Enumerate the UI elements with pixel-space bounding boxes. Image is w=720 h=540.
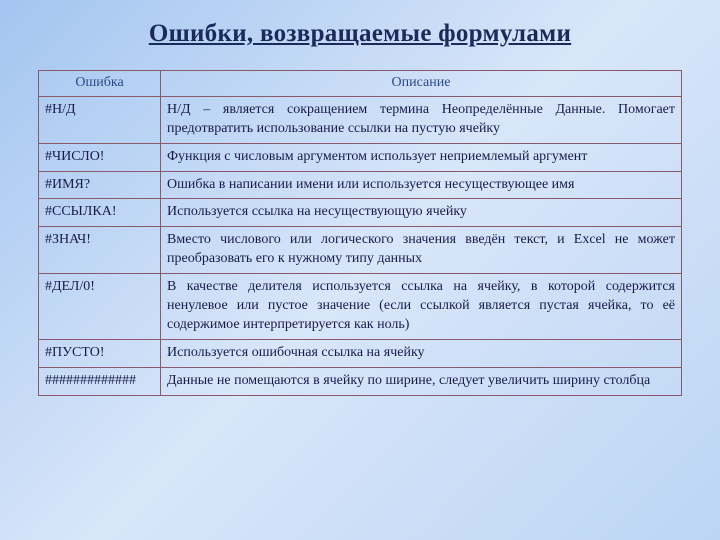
cell-error: #ЗНАЧ! bbox=[39, 227, 161, 274]
table-row: #ИМЯ? Ошибка в написании имени или испол… bbox=[39, 171, 682, 199]
cell-description: Используется ссылка на несуществующую яч… bbox=[161, 199, 682, 227]
cell-description: Функция с числовым аргументом использует… bbox=[161, 143, 682, 171]
cell-error: #ССЫЛКА! bbox=[39, 199, 161, 227]
cell-description: В качестве делителя используется ссылка … bbox=[161, 274, 682, 340]
cell-error: #ПУСТО! bbox=[39, 339, 161, 367]
header-error: Ошибка bbox=[39, 71, 161, 97]
errors-table: Ошибка Описание #Н/Д Н/Д – является сокр… bbox=[38, 70, 682, 396]
cell-description: Используется ошибочная ссылка на ячейку bbox=[161, 339, 682, 367]
table-row: #ЗНАЧ! Вместо числового или логического … bbox=[39, 227, 682, 274]
cell-error: #ИМЯ? bbox=[39, 171, 161, 199]
table-row: #ПУСТО! Используется ошибочная ссылка на… bbox=[39, 339, 682, 367]
table-row: #ССЫЛКА! Используется ссылка на несущест… bbox=[39, 199, 682, 227]
cell-description: Данные не помещаются в ячейку по ширине,… bbox=[161, 367, 682, 395]
table-row: ############# Данные не помещаются в яче… bbox=[39, 367, 682, 395]
cell-description: Ошибка в написании имени или используетс… bbox=[161, 171, 682, 199]
table-row: #ДЕЛ/0! В качестве делителя используется… bbox=[39, 274, 682, 340]
cell-error: #ДЕЛ/0! bbox=[39, 274, 161, 340]
table-header-row: Ошибка Описание bbox=[39, 71, 682, 97]
table-row: #Н/Д Н/Д – является сокращением термина … bbox=[39, 96, 682, 143]
cell-error: #ЧИСЛО! bbox=[39, 143, 161, 171]
page-title: Ошибки, возвращаемые формулами bbox=[38, 20, 682, 48]
cell-error: ############# bbox=[39, 367, 161, 395]
cell-description: Вместо числового или логического значени… bbox=[161, 227, 682, 274]
cell-description: Н/Д – является сокращением термина Неопр… bbox=[161, 96, 682, 143]
table-row: #ЧИСЛО! Функция с числовым аргументом ис… bbox=[39, 143, 682, 171]
header-description: Описание bbox=[161, 71, 682, 97]
cell-error: #Н/Д bbox=[39, 96, 161, 143]
